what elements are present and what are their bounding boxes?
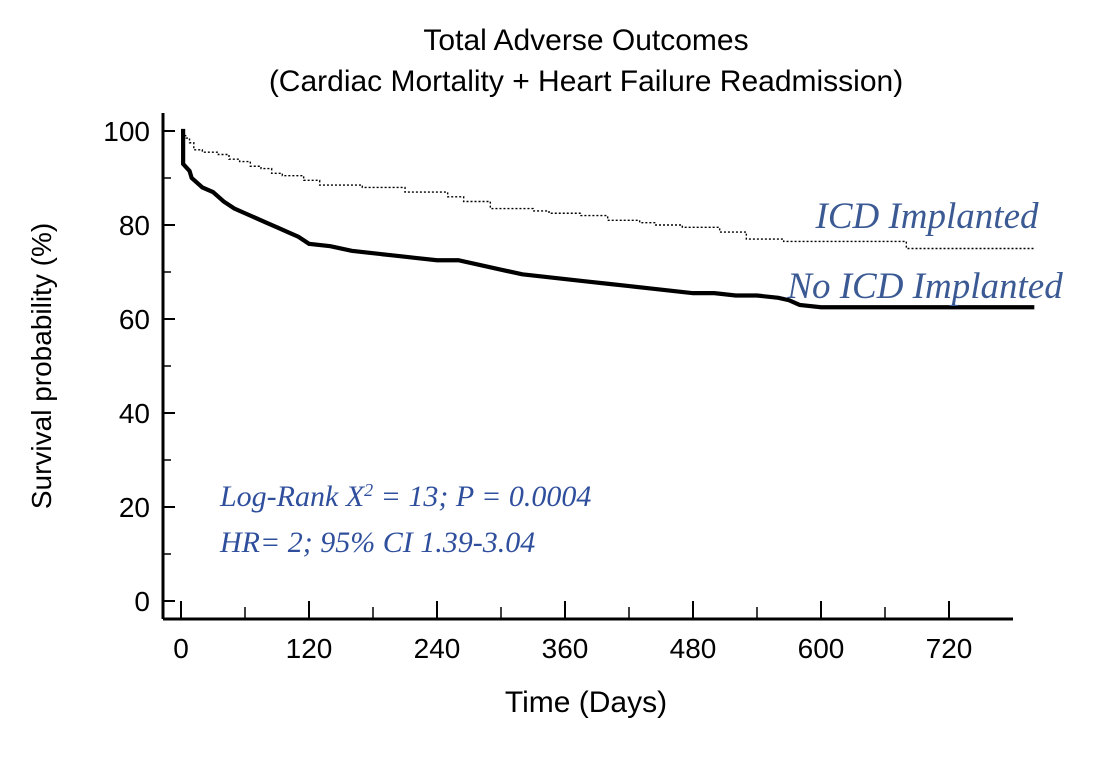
x-axis-label: Time (Days) <box>505 686 667 719</box>
y-axis-label: Survival probability (%) <box>26 223 57 509</box>
series-label-no-icd-implanted: No ICD Implanted <box>786 266 1063 307</box>
y-tick-label: 20 <box>119 492 150 523</box>
chart-subtitle: (Cardiac Mortality + Heart Failure Readm… <box>269 65 903 98</box>
x-tick-label: 480 <box>670 633 717 664</box>
series-layer <box>181 128 1035 310</box>
x-tick-label: 720 <box>926 633 973 664</box>
x-tick-label: 0 <box>173 633 189 664</box>
y-tick-label: 60 <box>119 304 150 335</box>
icd-implanted-survival-curve <box>181 130 1035 250</box>
chart-title: Total Adverse Outcomes <box>423 24 748 57</box>
x-tick-label: 120 <box>286 633 333 664</box>
x-tick-label: 240 <box>414 633 461 664</box>
x-tick-label: 360 <box>542 633 589 664</box>
annotation-log-rank-result: = 13; P = 0.0004 <box>373 480 591 513</box>
annotation-superscript: 2 <box>364 480 373 500</box>
annotation-log-rank: Log-Rank X2 = 13; P = 0.0004 <box>219 480 591 513</box>
x-tick-label: 600 <box>798 633 845 664</box>
series-label-icd-implanted: ICD Implanted <box>815 196 1039 237</box>
annotation-hazard-ratio: HR= 2; 95% CI 1.39-3.04 <box>219 526 535 559</box>
no-icd-implanted-survival-curve <box>181 128 1035 310</box>
y-tick-label: 0 <box>134 586 150 617</box>
annotation-log-rank-main: Log-Rank X <box>219 480 366 513</box>
y-tick-label: 80 <box>119 210 150 241</box>
axis-layer: 0 20 40 60 80 100 0 120 240 360 480 600 720 <box>103 113 1013 664</box>
y-tick-label: 100 <box>103 116 150 147</box>
y-tick-label: 40 <box>119 398 150 429</box>
